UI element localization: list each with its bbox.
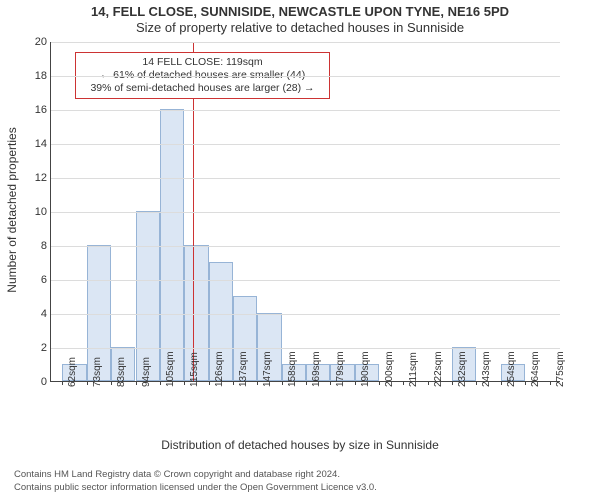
title-subtitle: Size of property relative to detached ho… (0, 20, 600, 35)
gridline (51, 348, 560, 349)
xtick-label: 232sqm (457, 351, 468, 387)
xtick-label: 222sqm (433, 351, 444, 387)
footer-attribution: Contains HM Land Registry data © Crown c… (14, 469, 377, 494)
ytick-label: 2 (41, 342, 51, 354)
ytick-label: 6 (41, 274, 51, 286)
gridline (51, 212, 560, 213)
xtick-label: 83sqm (116, 357, 127, 387)
xtick (87, 381, 88, 385)
gridline (51, 178, 560, 179)
xtick-label: 62sqm (67, 357, 78, 387)
xtick-label: 275sqm (555, 351, 566, 387)
x-axis-label: Distribution of detached houses by size … (0, 438, 600, 452)
ytick-label: 16 (35, 104, 51, 116)
xtick (525, 381, 526, 385)
footer-line2: Contains public sector information licen… (14, 482, 377, 494)
xtick (282, 381, 283, 385)
xtick (476, 381, 477, 385)
xtick (62, 381, 63, 385)
xtick (452, 381, 453, 385)
annot-line1: 14 FELL CLOSE: 119sqm (82, 56, 323, 69)
gridline (51, 110, 560, 111)
histogram-bar (136, 211, 160, 381)
ytick-label: 0 (41, 376, 51, 388)
xtick (209, 381, 210, 385)
xtick-label: 179sqm (335, 351, 346, 387)
xtick (428, 381, 429, 385)
xtick-label: 105sqm (165, 351, 176, 387)
xtick-label: 254sqm (506, 351, 517, 387)
xtick (550, 381, 551, 385)
xtick (330, 381, 331, 385)
ytick-label: 10 (35, 206, 51, 218)
xtick-label: 115sqm (189, 352, 200, 387)
xtick (257, 381, 258, 385)
xtick (160, 381, 161, 385)
ytick-label: 12 (35, 172, 51, 184)
footer-line1: Contains HM Land Registry data © Crown c… (14, 469, 377, 481)
gridline (51, 144, 560, 145)
plot-area: 14 FELL CLOSE: 119sqm ← 61% of detached … (50, 42, 560, 382)
xtick-label: 264sqm (530, 351, 541, 387)
xtick-label: 211sqm (408, 352, 419, 387)
ytick-label: 18 (35, 70, 51, 82)
xtick-label: 73sqm (92, 357, 103, 387)
xtick-label: 158sqm (287, 351, 298, 387)
xtick (233, 381, 234, 385)
xtick (355, 381, 356, 385)
annot-line3: 39% of semi-detached houses are larger (… (82, 82, 323, 95)
xtick-label: 200sqm (384, 351, 395, 387)
xtick-label: 243sqm (481, 351, 492, 387)
xtick (501, 381, 502, 385)
chart-titles: 14, FELL CLOSE, SUNNISIDE, NEWCASTLE UPO… (0, 0, 600, 35)
xtick (306, 381, 307, 385)
gridline (51, 246, 560, 247)
gridline (51, 280, 560, 281)
xtick (111, 381, 112, 385)
xtick-label: 137sqm (238, 351, 249, 387)
gridline (51, 76, 560, 77)
xtick-label: 147sqm (262, 351, 273, 387)
title-address: 14, FELL CLOSE, SUNNISIDE, NEWCASTLE UPO… (0, 4, 600, 19)
ytick-label: 8 (41, 240, 51, 252)
ytick-label: 4 (41, 308, 51, 320)
gridline (51, 42, 560, 43)
xtick (184, 381, 185, 385)
xtick-label: 190sqm (360, 351, 371, 387)
ytick-label: 14 (35, 138, 51, 150)
histogram-bar (160, 109, 184, 381)
ytick-label: 20 (35, 36, 51, 48)
xtick-label: 169sqm (311, 351, 322, 387)
xtick-label: 94sqm (141, 357, 152, 387)
y-axis-label: Number of detached properties (5, 127, 19, 292)
xtick (379, 381, 380, 385)
histogram-chart: 14 FELL CLOSE: 119sqm ← 61% of detached … (50, 42, 560, 382)
xtick-label: 126sqm (214, 351, 225, 387)
xtick (403, 381, 404, 385)
xtick (136, 381, 137, 385)
gridline (51, 314, 560, 315)
